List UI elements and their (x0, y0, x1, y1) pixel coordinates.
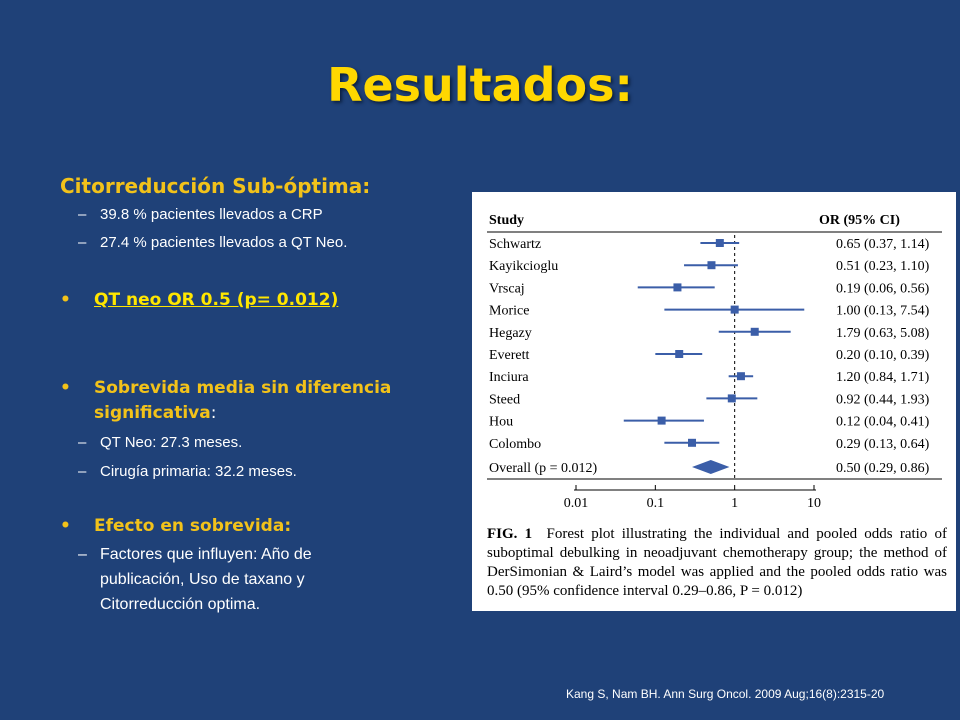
point-estimate-marker (750, 327, 759, 336)
study-or-label: 1.79 (0.63, 5.08) (836, 326, 930, 341)
list-item-text: Factores que influyen: Año de (100, 546, 312, 563)
study-or-label: 0.12 (0.04, 0.41) (836, 415, 930, 430)
list-item-text: QT Neo: 27.3 meses. (100, 434, 243, 451)
point-estimate-marker (730, 305, 739, 314)
list-item-text: 39.8 % pacientes llevados a CRP (100, 206, 323, 223)
list-item: – Factores que influyen: Año de (78, 546, 312, 564)
study-or-label: 0.20 (0.10, 0.39) (836, 348, 930, 363)
caption-text: Forest plot illustrating the individual … (487, 526, 947, 599)
study-name-label: Morice (489, 304, 529, 319)
point-estimate-marker (707, 261, 716, 270)
point-estimate-marker (736, 372, 745, 381)
dash-marker: – (78, 206, 87, 223)
slide-title: Resultados: (327, 58, 633, 112)
bullet-text: Efecto en sobrevida: (94, 516, 292, 536)
list-item-text: publicación, Uso de taxano y (100, 571, 305, 588)
citation: Kang S, Nam BH. Ann Surg Oncol. 2009 Aug… (566, 687, 885, 701)
x-axis-tick-label: 0.1 (647, 496, 665, 511)
overall-label: Overall (p = 0.012) (489, 461, 598, 476)
column-header-study: Study (489, 213, 524, 228)
bullet-text-part: significativa (94, 403, 211, 423)
list-item: – 27.4 % pacientes llevados a QT Neo. (78, 234, 348, 251)
overall-or-label: 0.50 (0.29, 0.86) (836, 461, 930, 476)
dash-marker: – (78, 434, 87, 451)
list-item: – QT Neo: 27.3 meses. (78, 434, 243, 451)
list-item: – Cirugía primaria: 32.2 meses. (78, 463, 297, 480)
dash-marker: – (78, 234, 87, 251)
list-item-text: Cirugía primaria: 32.2 meses. (100, 463, 297, 480)
bullet-text-colon: : (210, 403, 217, 423)
dash-marker: – (78, 463, 87, 480)
bullet-dot: • (60, 378, 71, 398)
study-or-label: 1.20 (0.84, 1.71) (836, 370, 930, 385)
study-or-label: 1.00 (0.13, 7.54) (836, 304, 930, 319)
x-axis-tick-label: 10 (807, 496, 821, 511)
x-axis-tick-label: 1 (731, 496, 738, 511)
study-or-label: 0.19 (0.06, 0.56) (836, 281, 930, 296)
forest-plot: Study OR (95% CI) Schwartz 0.65 (0.37, 1.14… (487, 213, 942, 511)
point-estimate-marker (673, 283, 682, 292)
study-name-label: Schwartz (489, 237, 541, 252)
study-name-label: Kayikcioglu (489, 259, 558, 274)
bullet-text: significativa: (94, 403, 216, 423)
figure-caption: FIG. 1 Forest plot illustrating the indi… (487, 525, 947, 601)
x-axis-tick-label: 0.01 (564, 496, 589, 511)
bullet-dot: • (60, 290, 71, 310)
study-or-label: 0.29 (0.13, 0.64) (836, 437, 930, 452)
dash-marker: – (78, 546, 87, 563)
point-estimate-marker (727, 394, 736, 403)
caption-label: FIG. 1 (487, 526, 533, 542)
study-name-label: Hegazy (489, 326, 532, 341)
study-or-label: 0.51 (0.23, 1.10) (836, 259, 930, 274)
section-heading: Citorreducción Sub-óptima: (60, 174, 371, 198)
point-estimate-marker (675, 350, 684, 358)
list-item: – 39.8 % pacientes llevados a CRP (78, 206, 323, 223)
bullet-text: QT neo OR 0.5 (p= 0.012) (94, 290, 339, 310)
study-name-label: Steed (489, 392, 520, 407)
study-or-label: 0.65 (0.37, 1.14) (836, 237, 930, 252)
point-estimate-marker (715, 239, 724, 247)
study-or-label: 0.92 (0.44, 1.93) (836, 392, 930, 407)
study-name-label: Vrscaj (489, 281, 525, 296)
point-estimate-marker (657, 416, 666, 425)
study-name-label: Colombo (489, 437, 541, 452)
list-item-text: Citorreducción optima. (100, 596, 261, 613)
list-item-continuation: publicación, Uso de taxano y (100, 571, 305, 589)
overall-diamond (692, 460, 730, 474)
list-item-text: 27.4 % pacientes llevados a QT Neo. (100, 234, 348, 251)
study-name-label: Inciura (489, 370, 529, 385)
study-name-label: Hou (489, 415, 513, 430)
bullet-dot: • (60, 516, 71, 536)
bullet-text: Sobrevida media sin diferencia (94, 378, 392, 398)
column-header-or: OR (95% CI) (819, 213, 900, 228)
study-name-label: Everett (489, 348, 530, 363)
point-estimate-marker (688, 438, 697, 447)
list-item-continuation: Citorreducción optima. (100, 596, 260, 614)
forest-plot-figure: Study OR (95% CI) Schwartz 0.65 (0.37, 1.14… (472, 192, 956, 611)
